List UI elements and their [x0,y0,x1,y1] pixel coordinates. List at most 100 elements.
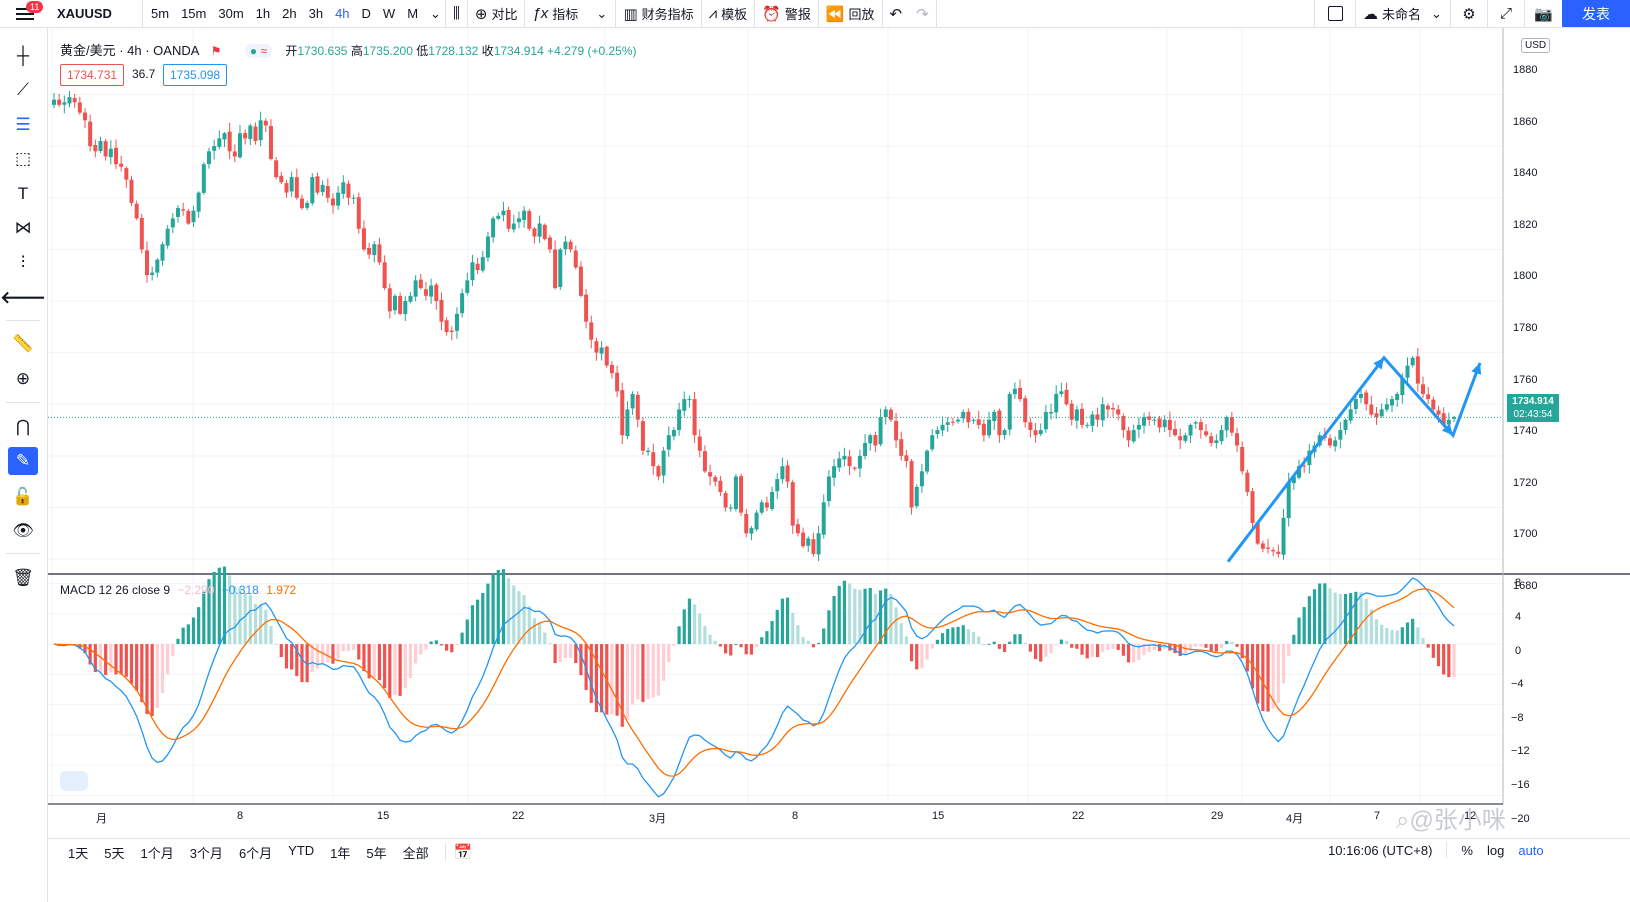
macd-histogram-bar [1219,644,1224,649]
tradingview-logo-icon[interactable] [60,771,88,791]
candle-body [150,272,155,276]
eye-icon[interactable]: 👁 [12,521,34,540]
symbol-search-button[interactable]: XAUUSD [57,6,112,21]
macd-histogram-bar [93,644,97,673]
indicators-button[interactable]: ƒx 指标 ⌄ [525,0,615,27]
buy-price-box[interactable]: 1735.098 [163,64,228,86]
range-button-4[interactable]: 6个月 [238,845,273,861]
settings-button[interactable]: ⚙ [1451,0,1487,27]
macd-histogram-bar [1385,627,1389,645]
candle-body [1250,491,1255,523]
candle-body [501,210,506,216]
macd-histogram-bar [166,644,170,675]
layout-chevron-icon: ⌄ [1431,5,1442,21]
lock-icon[interactable]: 🔓 [12,487,34,506]
macd-histogram-bar [424,644,428,650]
templates-button[interactable]: ⩘ 模板 [702,0,754,27]
candle-body [615,372,620,392]
macd-histogram-bar [346,644,351,652]
redo-button[interactable]: ↷ [909,0,936,27]
fullscreen-layout-button[interactable] [1315,0,1355,27]
candle-body [1209,436,1214,443]
compare-button[interactable]: ⊕ 对比 [468,0,525,27]
zoom-in-icon[interactable]: ⊕ [15,369,31,388]
macd-histogram-bar [1199,644,1203,647]
interval-dropdown-chevron-icon[interactable]: ⌄ [430,5,441,21]
auto-toggle[interactable]: auto [1518,842,1544,858]
undo-button[interactable]: ↶ [883,0,910,27]
macd-histogram-bar [114,644,118,675]
crosshair-tool-icon[interactable]: ┼ [16,46,30,65]
rectangle-tool-icon[interactable]: ⬚ [14,149,32,168]
back-arrow-icon[interactable]: 🡐 [0,288,46,307]
interval-1h[interactable]: 1h [255,6,271,21]
candle-body [1240,446,1245,472]
layout-name-button[interactable]: ☁ 未命名 ⌄ [1356,0,1450,27]
range-button-0[interactable]: 1天 [68,845,89,861]
fullscreen-button[interactable]: ⤢ [1488,0,1524,27]
range-button-6[interactable]: 1年 [330,845,351,861]
macd-histogram-bar [579,644,583,676]
candle-body [609,364,614,374]
macd-line-value: −0.318 [221,583,259,597]
prediction-tool-icon[interactable]: ⫶ [20,253,26,272]
range-button-5[interactable]: YTD [288,842,315,858]
stay-in-drawing-mode-icon[interactable]: ✎ [8,447,38,475]
alert-button[interactable]: ⏰ 警报 [755,0,818,27]
candle-body [258,120,263,141]
replay-button[interactable]: ⏪ 回放 [819,0,882,27]
macd-histogram-bar [1235,644,1239,647]
text-tool-icon[interactable]: T [17,184,29,203]
trash-icon[interactable]: 🗑 [12,568,34,587]
macd-histogram-bar [388,644,392,698]
goto-date-icon[interactable]: 📅 [453,844,473,861]
log-toggle[interactable]: log [1486,842,1505,858]
pattern-tool-icon[interactable]: ⋈ [14,218,32,237]
ruler-icon[interactable]: 📏 [12,334,34,353]
candle-body [1415,356,1420,384]
candle-body [434,284,439,301]
bar-chart-icon: ▥ [623,5,638,23]
snapshot-button[interactable]: 📷 [1525,0,1562,27]
candle-body [816,533,821,555]
magnet-icon[interactable]: ⋂ [16,417,30,436]
interval-15m[interactable]: 15m [181,6,207,21]
macd-histogram-bar [791,612,795,645]
time-tick: 22 [1072,810,1085,822]
sell-price-box[interactable]: 1734.731 [60,64,125,86]
trendline-tool-icon[interactable]: ⟋ [17,80,29,99]
interval-4h[interactable]: 4h [335,6,350,21]
range-button-8[interactable]: 全部 [402,845,429,861]
interval-m[interactable]: M [407,6,419,21]
range-button-1[interactable]: 5天 [104,845,125,861]
candle-body [811,539,816,554]
currency-label[interactable]: USD [1521,38,1551,53]
time-tick: 7 [1374,810,1381,822]
clock[interactable]: 10:16:06 (UTC+8) [1328,842,1433,858]
candle-body [1090,414,1095,426]
macd-histogram-bar [899,623,903,645]
time-tick: 15 [377,810,390,822]
macd-histogram-bar [1271,644,1275,709]
percent-toggle[interactable]: % [1461,842,1473,858]
macd-histogram-bar [1312,589,1317,645]
publish-button[interactable]: 发表 [1562,0,1630,27]
interval-5m[interactable]: 5m [151,6,170,21]
financials-button[interactable]: ▥ 财务指标 [616,0,700,27]
candle-body [217,138,222,147]
macd-histogram-bar [1359,592,1363,645]
interval-d[interactable]: D [361,6,371,21]
candle-body [1126,430,1131,441]
interval-30m[interactable]: 30m [218,6,244,21]
range-button-3[interactable]: 3个月 [189,845,223,861]
interval-3h[interactable]: 3h [308,6,324,21]
interval-w[interactable]: W [382,6,396,21]
chart-canvas[interactable] [48,28,1630,838]
fib-retracement-tool-icon[interactable]: ☰ [15,115,31,134]
main-menu-button[interactable]: 11 [0,0,50,27]
range-button-7[interactable]: 5年 [366,845,387,861]
interval-2h[interactable]: 2h [282,6,297,21]
chart-style-button[interactable]: ⫼ [446,0,467,27]
candle-body [480,257,485,271]
range-button-2[interactable]: 1个月 [140,845,174,861]
